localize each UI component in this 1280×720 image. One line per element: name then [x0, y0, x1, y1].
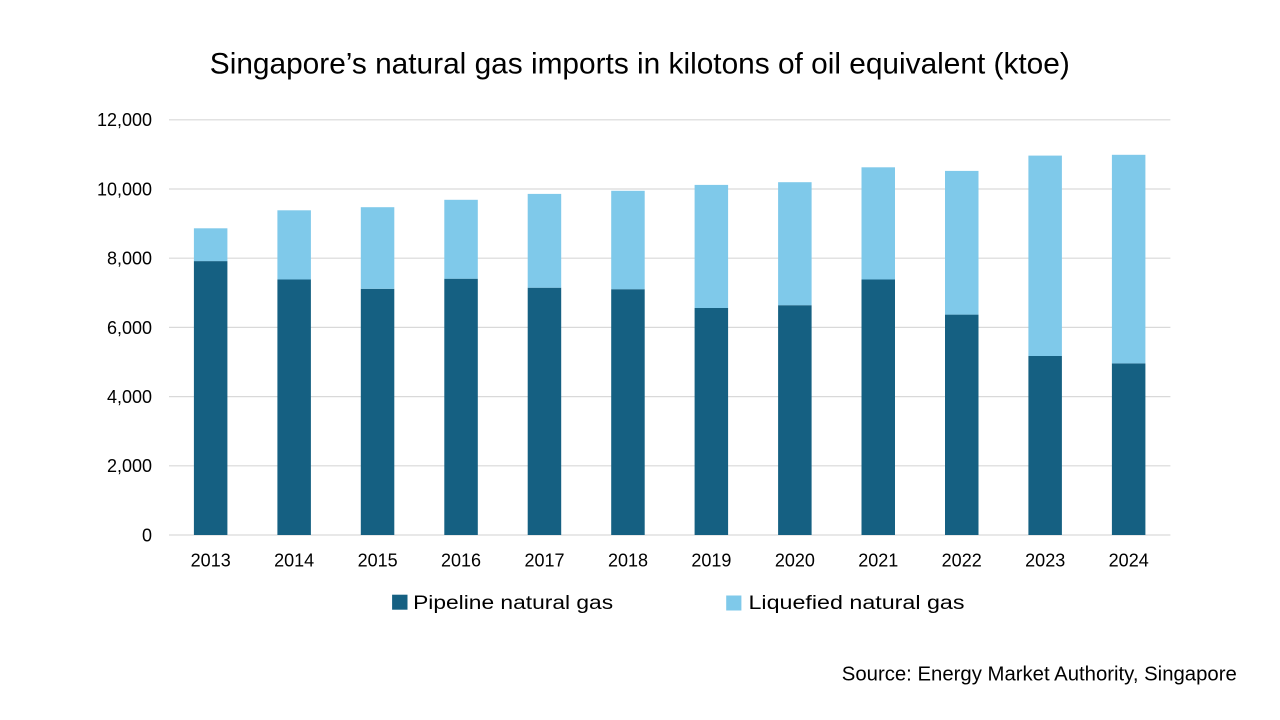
svg-text:Source: Energy Market Authorit: Source: Energy Market Authority, Singapo…: [842, 663, 1237, 686]
svg-text:Singapore’s natural gas import: Singapore’s natural gas imports in kilot…: [210, 48, 1070, 81]
svg-text:10,000: 10,000: [97, 179, 152, 199]
svg-text:2022: 2022: [942, 550, 982, 570]
svg-text:8,000: 8,000: [107, 249, 152, 269]
svg-text:2021: 2021: [858, 550, 898, 570]
svg-text:2017: 2017: [524, 550, 564, 570]
svg-text:2013: 2013: [191, 550, 231, 570]
svg-text:2,000: 2,000: [107, 456, 152, 476]
svg-text:2024: 2024: [1109, 550, 1149, 570]
svg-text:Liquefied natural gas: Liquefied natural gas: [749, 593, 965, 614]
svg-text:2018: 2018: [608, 550, 648, 570]
svg-text:2016: 2016: [441, 550, 481, 570]
svg-text:2019: 2019: [691, 550, 731, 570]
svg-text:12,000: 12,000: [97, 110, 152, 130]
svg-text:2015: 2015: [358, 550, 398, 570]
svg-text:2020: 2020: [775, 550, 815, 570]
svg-text:4,000: 4,000: [107, 387, 152, 407]
svg-text:0: 0: [142, 525, 152, 545]
svg-text:2023: 2023: [1025, 550, 1065, 570]
svg-text:2014: 2014: [274, 550, 314, 570]
svg-text:Pipeline natural gas: Pipeline natural gas: [413, 593, 613, 614]
svg-text:6,000: 6,000: [107, 318, 152, 338]
